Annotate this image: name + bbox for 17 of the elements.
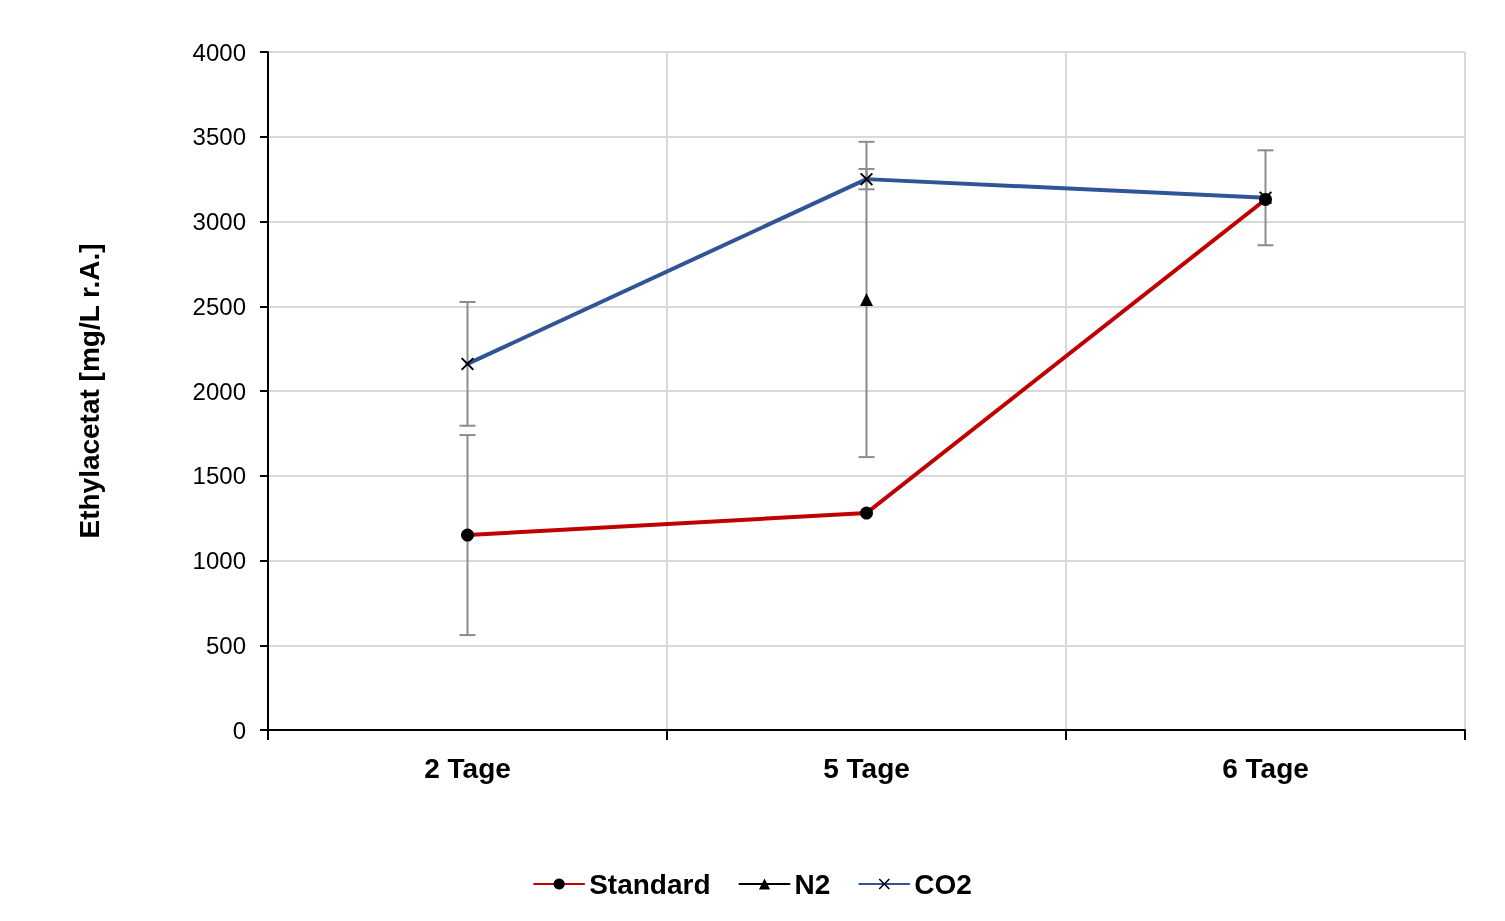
- legend-label: CO2: [914, 868, 972, 900]
- y-tick-label: 2000: [192, 377, 246, 405]
- legend-label: Standard: [589, 868, 711, 900]
- y-tick-label: 4000: [192, 38, 246, 66]
- y-tick-label: 1000: [192, 547, 246, 574]
- y-tick-label: 3000: [192, 208, 246, 235]
- y-tick-label: 500: [205, 631, 246, 659]
- point: [860, 292, 873, 306]
- x-tick-label: 5 Tage: [823, 752, 910, 784]
- x-tick-label: 2 Tage: [424, 752, 511, 784]
- y-tick-label: 1500: [192, 462, 246, 490]
- y-axis-title: Ethylacetat [mg/L r.A.]: [73, 243, 105, 539]
- y-tick-label: 3500: [192, 123, 246, 151]
- legend-label: N2: [794, 868, 831, 900]
- x-tick-label: 6 Tage: [1222, 752, 1309, 784]
- y-tick-label: 0: [232, 716, 246, 744]
- y-tick-label: 2500: [192, 292, 246, 320]
